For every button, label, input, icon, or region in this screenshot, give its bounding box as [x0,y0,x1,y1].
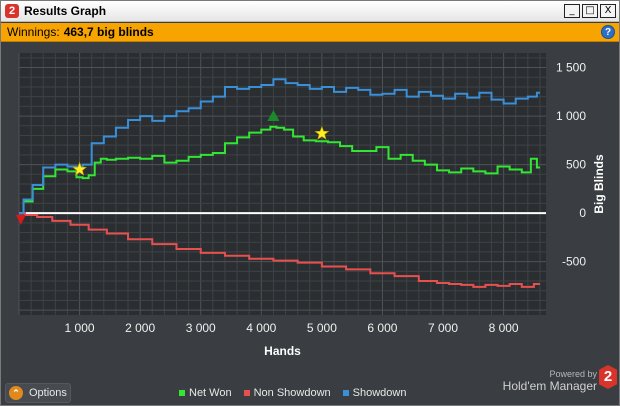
winnings-label: Winnings: [7,25,60,39]
minimize-button[interactable]: _ [564,4,580,18]
legend-label-non-showdown: Non Showdown [253,387,331,399]
legend-swatch-showdown [342,390,349,396]
star-marker [314,125,330,140]
legend-item-net-won: Net Won [179,387,232,399]
x-tick-label: 5 000 [307,321,337,335]
showdown-line [19,78,540,215]
x-tick-label: 4 000 [246,321,276,335]
winnings-bar: Winnings: 463,7 big blinds ? [1,23,619,42]
y-axis-label: Big Blinds [592,154,606,214]
y-tick-label: 1 500 [556,61,586,75]
results-chart: 1 000 2 000 3 000 4 000 5 000 6 000 7 000 8 000… [1,43,619,381]
x-tick-label: 2 000 [125,321,155,335]
x-tick-label: 1 000 [65,321,95,335]
window-controls: _ □ X [564,4,616,18]
window-title: Results Graph [24,4,107,18]
options-button[interactable]: ⌃ Options [5,383,71,403]
x-axis-label: Hands [264,344,301,358]
y-tick-label: 500 [566,158,586,172]
app-logo-icon: 2 [5,4,19,18]
powered-by-text: Powered by [549,369,597,379]
y-tick-label: 1 000 [556,109,586,123]
peak-marker [267,110,280,122]
y-tick-label: 0 [579,206,586,220]
legend-item-showdown: Showdown [342,387,407,399]
x-tick-label: 3 000 [186,321,216,335]
net-won-line [19,125,540,215]
legend-label-showdown: Showdown [352,387,407,399]
brand-name: Hold'em Manager [502,379,597,393]
legend-swatch-non-showdown [243,390,250,396]
brand-logo: Powered by Hold'em Manager 2 [502,365,617,393]
legend-item-non-showdown: Non Showdown [243,387,331,399]
options-label: Options [29,387,67,399]
title-bar[interactable]: 2 Results Graph _ □ X [1,1,619,22]
footer-bar: ⌃ Options Net Won Non Showdown Showdown … [1,365,619,405]
chevron-up-icon: ⌃ [9,386,23,400]
close-button[interactable]: X [600,4,616,18]
x-tick-label: 8 000 [489,321,519,335]
help-icon[interactable]: ? [601,25,615,39]
brand-badge-icon: 2 [599,365,617,389]
results-chart-svg: 1 000 2 000 3 000 4 000 5 000 6 000 7 000 8 000… [15,53,606,358]
winnings-value: 463,7 big blinds [63,25,154,39]
x-tick-label: 6 000 [367,321,397,335]
star-marker [72,161,88,176]
legend-label-net-won: Net Won [189,387,232,399]
y-tick-label: -500 [562,255,586,269]
low-marker [15,214,26,225]
x-tick-label: 7 000 [428,321,458,335]
maximize-button[interactable]: □ [582,4,598,18]
non-showdown-line [19,212,540,288]
legend-swatch-net-won [179,390,185,396]
chart-legend: Net Won Non Showdown Showdown [179,387,406,399]
